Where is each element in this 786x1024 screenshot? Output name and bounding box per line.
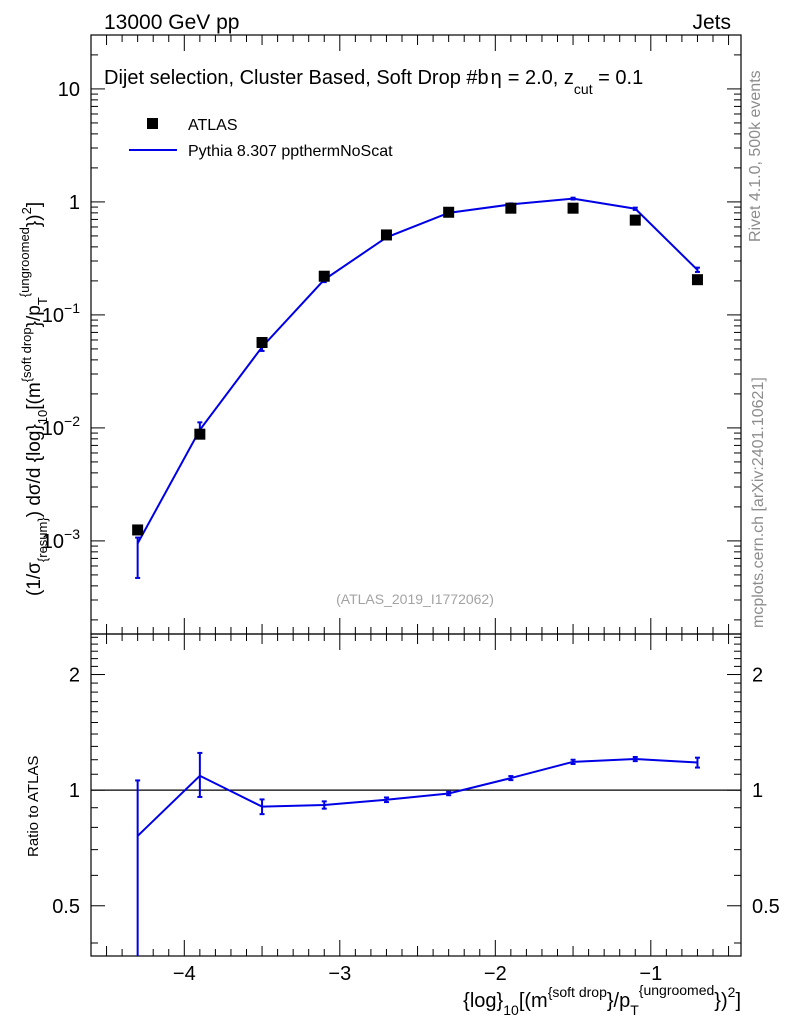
xlabel-a-sub: 10 xyxy=(503,1002,519,1018)
ylabel-b-sub: 10 xyxy=(35,410,50,424)
main-title-suffix-sub: cut xyxy=(574,81,593,97)
xlabel-d-sup: 2 xyxy=(728,984,736,1000)
atlas-data-point xyxy=(380,229,392,241)
ylabel-a: (1/σ xyxy=(24,562,45,596)
pythia-line xyxy=(136,197,699,544)
xlabel-c-sub: T xyxy=(630,1002,639,1018)
atlas-data-point xyxy=(691,274,703,286)
main-title: Dijet selection, Cluster Based, Soft Dro… xyxy=(104,67,643,97)
ratio-y-tick-label: 0.5 xyxy=(52,896,80,918)
rivet-label: Rivet 4.1.0, 500k events xyxy=(747,70,764,242)
atlas-data-point xyxy=(256,336,268,348)
main-title-eta: η xyxy=(491,67,502,89)
ylabel-c-sup: {soft drop xyxy=(19,327,34,382)
ylabel-a-sub: {resum} xyxy=(35,517,50,562)
atlas-data-point xyxy=(318,270,330,282)
xlabel-a: {log} xyxy=(463,990,503,1012)
main-title-suffix: = 2.0, z xyxy=(508,67,574,89)
x-tick-label: −1 xyxy=(639,963,662,985)
mcplots-label: mcplots.cern.ch [arXiv:2401.10621] xyxy=(750,377,767,628)
x-tick-label: −2 xyxy=(484,963,507,985)
ylabel-d-sup: {ungroomed xyxy=(17,227,32,297)
ratio-y-tick-label: 2 xyxy=(69,665,80,687)
ratio-y-tick-label: 1 xyxy=(69,780,80,802)
ylabel-d: }/p xyxy=(24,305,45,327)
ratio-y-tick-label-right: 0.5 xyxy=(752,896,780,918)
main-title-tail: = 0.1 xyxy=(593,67,644,89)
main-plot-area xyxy=(132,196,703,579)
ylabel-e: }) xyxy=(24,214,45,227)
ratio-line xyxy=(136,758,698,837)
x-axis-ticks: −4 −3 −2 −1 xyxy=(90,35,730,985)
atlas-data-point xyxy=(132,524,144,536)
xlabel-b-sup: {soft drop xyxy=(548,984,607,1000)
main-title-text: Dijet selection, Cluster Based, Soft Dro… xyxy=(104,67,489,89)
legend-atlas-marker xyxy=(147,118,158,129)
main-y-tick-label: 10−2 xyxy=(42,413,80,440)
main-y-tick-label: 10−1 xyxy=(42,300,80,327)
atlas-data-point xyxy=(194,428,206,440)
atlas-data-point xyxy=(443,206,455,218)
xlabel-d: }) xyxy=(714,990,727,1012)
ylabel-d-sub: T xyxy=(35,297,50,305)
main-y-tick-label: 10 xyxy=(58,79,80,101)
ratio-panel-frame xyxy=(90,633,742,957)
atlas-data-point xyxy=(629,214,641,226)
legend-atlas-label: ATLAS xyxy=(188,117,238,134)
x-tick-label: −4 xyxy=(173,963,196,985)
atlas-data-point xyxy=(505,202,517,214)
legend-pythia-label: Pythia 8.307 ppthermNoScat xyxy=(188,143,393,160)
ylabel-b: ) dσ/d {log} xyxy=(24,424,45,517)
analysis-watermark: (ATLAS_2019_I1772062) xyxy=(336,591,494,607)
ratio-y-tick-label-right: 2 xyxy=(752,665,763,687)
main-y-axis-ticks: 10−3 10−2 10−1 1 10 xyxy=(42,34,741,621)
x-tick-label: −3 xyxy=(328,963,351,985)
ratio-plot-area xyxy=(91,751,741,956)
ylabel-f: ] xyxy=(24,202,45,207)
xlabel-e: ] xyxy=(735,990,741,1012)
xlabel-c: }/p xyxy=(607,990,630,1012)
category-label: Jets xyxy=(692,11,731,34)
xlabel-c-sup: {ungroomed xyxy=(639,982,715,998)
main-y-axis-label: (1/σ{resum}) dσ/d {log}10[(m{soft drop}/… xyxy=(17,202,50,596)
ratio-y-tick-label-right: 1 xyxy=(752,780,763,802)
xlabel-b: [(m xyxy=(519,990,548,1012)
main-y-tick-label: 10−3 xyxy=(42,526,80,553)
energy-label: 13000 GeV pp xyxy=(104,11,239,34)
ratio-y-axis-label: Ratio to ATLAS xyxy=(25,756,42,857)
x-axis-label: {log}10[(m{soft drop}/pT{ungroomed})2] xyxy=(463,982,741,1018)
atlas-data-point xyxy=(567,202,579,214)
ylabel-e-sup: 2 xyxy=(19,207,34,214)
main-y-tick-label: 1 xyxy=(69,192,80,214)
ylabel-c: [(m xyxy=(24,382,45,409)
